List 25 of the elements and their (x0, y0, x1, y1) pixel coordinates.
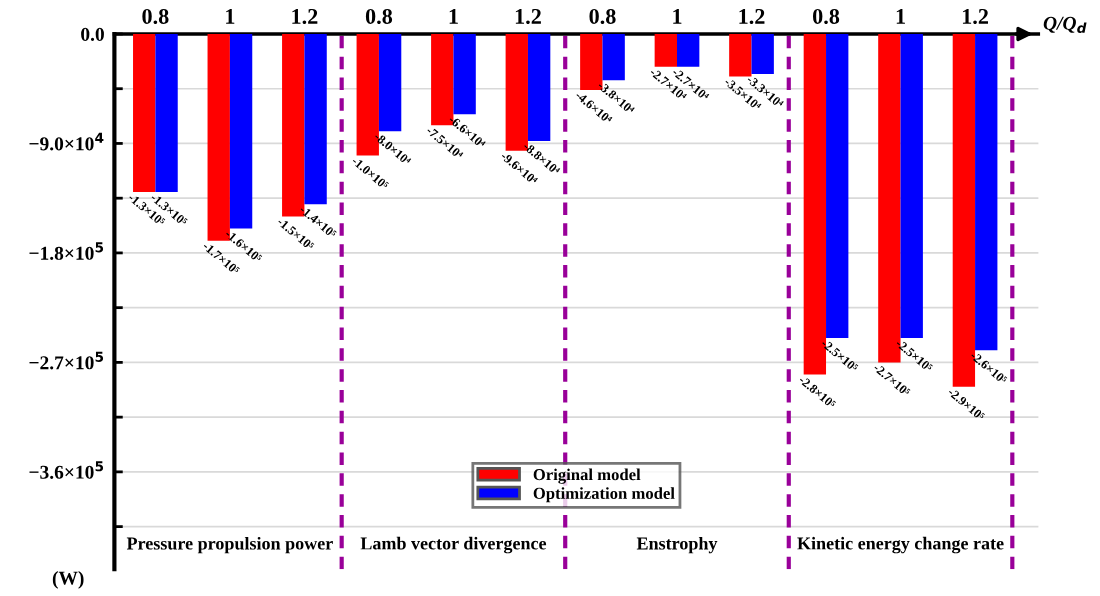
x-axis-title: Q/Q$_{d}$ (1043, 16, 1087, 34)
annotation: Enstrophy (636, 536, 718, 554)
y-axis-title: (W) (52, 571, 84, 589)
y-tick-label: −2.7×10$^{5}$ (29, 351, 104, 370)
x-tick-label: 1.2 (962, 8, 988, 24)
x-tick-label: 0.8 (142, 8, 169, 24)
x-tick-label: 1.2 (515, 8, 541, 24)
x-tick-label: 0.8 (589, 8, 616, 24)
annotation: Lamb vector divergence (360, 536, 547, 554)
x-tick-label: 1.2 (739, 8, 765, 24)
x-tick-label: 1 (673, 9, 682, 24)
x-tick-label: 0.8 (365, 8, 393, 24)
legend-label: Original model (533, 468, 641, 484)
legend-label: Optimization model (533, 487, 675, 503)
y-tick-label: −1.8×10$^{5}$ (29, 242, 104, 260)
x-tick-label: 1 (896, 9, 905, 24)
x-tick-label: 1 (449, 9, 458, 24)
y-tick-label: −9.0×10$^{4}$ (29, 132, 104, 151)
annotation: Pressure propulsion power (126, 536, 333, 554)
x-tick-label: 1.2 (292, 8, 318, 24)
annotation: Kinetic energy change rate (797, 536, 1004, 554)
x-tick-label: 0.8 (812, 8, 840, 24)
y-tick-label: −3.6×10$^{5}$ (29, 461, 104, 479)
x-tick-label: 1 (226, 9, 235, 24)
y-tick-label: 0.0 (81, 27, 104, 41)
